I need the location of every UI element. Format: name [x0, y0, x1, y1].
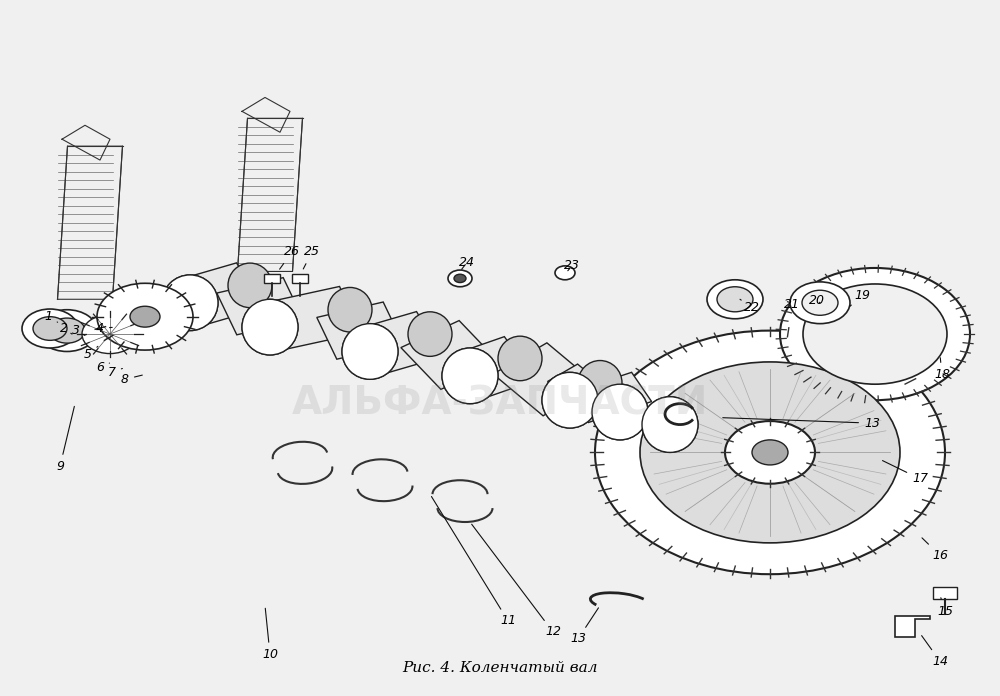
Circle shape — [803, 284, 947, 384]
Text: 14: 14 — [922, 635, 948, 667]
Polygon shape — [357, 312, 443, 374]
Circle shape — [725, 421, 815, 484]
Ellipse shape — [328, 287, 372, 332]
Circle shape — [640, 362, 900, 543]
Circle shape — [82, 315, 138, 354]
FancyBboxPatch shape — [292, 274, 308, 283]
Text: 17: 17 — [882, 461, 928, 485]
Text: АЛЬФА-ЗАПЧАСТИ: АЛЬФА-ЗАПЧАСТИ — [292, 385, 708, 422]
Text: 24: 24 — [459, 256, 475, 269]
Ellipse shape — [442, 348, 498, 404]
Polygon shape — [548, 364, 622, 419]
Polygon shape — [217, 278, 303, 335]
Ellipse shape — [162, 275, 218, 331]
Text: 21: 21 — [784, 299, 800, 311]
Polygon shape — [260, 287, 360, 350]
Text: 3: 3 — [72, 324, 85, 337]
Circle shape — [752, 440, 788, 465]
Ellipse shape — [442, 348, 498, 404]
Circle shape — [707, 280, 763, 319]
FancyBboxPatch shape — [264, 274, 280, 283]
Circle shape — [49, 318, 85, 343]
Ellipse shape — [162, 275, 218, 331]
Text: 19: 19 — [850, 290, 870, 306]
Circle shape — [97, 283, 193, 350]
Text: 18: 18 — [934, 358, 950, 381]
Ellipse shape — [242, 299, 298, 355]
Ellipse shape — [408, 312, 452, 356]
Ellipse shape — [578, 361, 622, 405]
Text: Рис. 4. Коленчатый вал: Рис. 4. Коленчатый вал — [402, 661, 598, 675]
Text: 11: 11 — [431, 496, 516, 627]
Circle shape — [790, 282, 850, 324]
Circle shape — [802, 290, 838, 315]
Text: 20: 20 — [809, 294, 825, 307]
Circle shape — [33, 317, 67, 340]
Text: 10: 10 — [262, 608, 278, 661]
Circle shape — [780, 268, 970, 400]
Circle shape — [555, 266, 575, 280]
Circle shape — [454, 274, 466, 283]
Polygon shape — [401, 321, 499, 389]
Polygon shape — [317, 302, 403, 359]
Text: 22: 22 — [740, 299, 760, 314]
Text: 8: 8 — [121, 373, 142, 386]
Circle shape — [130, 306, 160, 327]
Text: 1: 1 — [44, 310, 58, 323]
Text: 13: 13 — [723, 417, 880, 429]
Text: 12: 12 — [472, 524, 561, 638]
FancyBboxPatch shape — [20, 35, 980, 647]
Circle shape — [717, 287, 753, 312]
Ellipse shape — [242, 299, 298, 355]
Text: 9: 9 — [56, 406, 74, 473]
Text: 5: 5 — [84, 347, 98, 361]
Text: 23: 23 — [564, 260, 580, 272]
Circle shape — [595, 331, 945, 574]
Text: 26: 26 — [280, 246, 300, 269]
Polygon shape — [454, 337, 536, 397]
Ellipse shape — [498, 336, 542, 381]
Text: 25: 25 — [303, 246, 320, 269]
Text: 2: 2 — [60, 322, 72, 335]
Circle shape — [448, 270, 472, 287]
Polygon shape — [177, 263, 263, 325]
Text: 13: 13 — [570, 608, 598, 645]
Polygon shape — [493, 343, 597, 416]
Ellipse shape — [342, 324, 398, 379]
Text: 7: 7 — [108, 366, 122, 379]
Circle shape — [37, 310, 97, 351]
Polygon shape — [568, 372, 652, 422]
Ellipse shape — [592, 384, 648, 440]
Text: 16: 16 — [922, 538, 948, 562]
Ellipse shape — [642, 397, 698, 452]
Text: 6: 6 — [96, 361, 109, 374]
Text: 15: 15 — [937, 598, 953, 617]
Ellipse shape — [342, 324, 398, 379]
Ellipse shape — [542, 372, 598, 428]
Polygon shape — [895, 616, 930, 637]
Circle shape — [22, 309, 78, 348]
FancyBboxPatch shape — [933, 587, 957, 599]
Ellipse shape — [228, 263, 272, 308]
Ellipse shape — [592, 384, 648, 440]
Ellipse shape — [542, 372, 598, 428]
Ellipse shape — [642, 397, 698, 452]
Text: 4: 4 — [96, 322, 112, 335]
